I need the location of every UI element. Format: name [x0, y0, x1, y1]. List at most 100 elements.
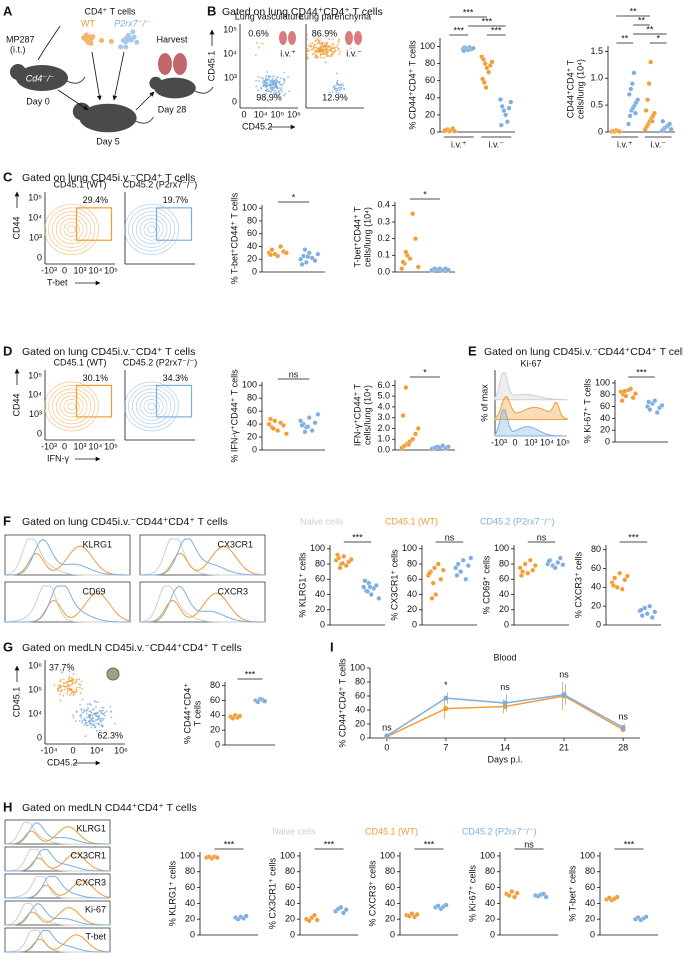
data-point — [399, 266, 405, 272]
cell-event — [314, 49, 317, 52]
data-point — [275, 253, 281, 259]
y-tick-label: 4.0 — [377, 401, 390, 411]
data-point — [465, 563, 471, 569]
x-tick-label: 0 — [241, 109, 246, 119]
cells-label: CD4⁺ T cells — [85, 6, 136, 16]
data-point — [348, 557, 354, 562]
significance: *** — [224, 839, 235, 849]
cell-event — [72, 716, 75, 719]
marker-label: KLRG1 — [76, 823, 106, 833]
cell-event — [338, 86, 340, 89]
y-tick-label: 40 — [210, 710, 220, 720]
cell-event — [100, 725, 103, 727]
inoculum-label: MP287 — [6, 34, 35, 44]
cell-event — [319, 43, 322, 46]
wt-label: WT — [81, 18, 95, 28]
y-tick-label: 60 — [285, 882, 295, 892]
data-point — [532, 563, 538, 569]
data-point — [504, 119, 510, 125]
cell-event — [319, 51, 321, 54]
cell-event — [274, 90, 277, 92]
data-point — [283, 250, 289, 256]
cell-event — [315, 47, 318, 49]
histogram-curve — [140, 592, 265, 623]
plot-title: CD45.2 (P2rx7⁻/⁻) — [123, 357, 198, 367]
data-point — [442, 127, 448, 133]
cell-event — [287, 76, 289, 78]
contour — [67, 225, 76, 234]
y-tick-label: 20 — [315, 604, 325, 614]
data-point — [461, 48, 467, 54]
cell-event — [59, 690, 62, 693]
cell-event — [110, 716, 113, 719]
cell-event — [66, 692, 68, 695]
cell-event — [95, 701, 97, 703]
cell-event — [272, 88, 274, 91]
cell-event — [266, 71, 269, 73]
cell-event — [335, 89, 337, 92]
y-axis-label: T cells — [192, 700, 202, 726]
cell-event — [338, 38, 341, 41]
data-point — [530, 567, 536, 573]
cell-event — [90, 711, 93, 714]
cell-event — [317, 47, 320, 50]
cell-event — [257, 79, 260, 82]
cell-event — [268, 80, 271, 82]
histogram-curve — [4, 585, 130, 623]
x-tick-label: -10⁴ — [41, 745, 58, 755]
panel-label: C — [3, 169, 13, 184]
significance: ns — [524, 839, 534, 849]
gate-percent: 34.3% — [163, 373, 189, 383]
y-tick-label: 0 — [37, 732, 42, 742]
data-point — [429, 595, 435, 601]
y-tick-label: 10⁶ — [28, 660, 42, 670]
cell-event — [316, 38, 319, 41]
cell-event — [279, 80, 281, 83]
y-tick-label: 40 — [247, 418, 257, 428]
significance: *** — [424, 839, 435, 849]
y-tick-label: 0.1 — [377, 250, 390, 260]
cell-event — [309, 48, 312, 51]
y-axis-label: % T-bet⁺CD44⁺ T cells — [229, 192, 239, 284]
data-point — [622, 577, 628, 583]
histogram-frame — [4, 927, 111, 953]
cell-event — [337, 92, 340, 94]
y-axis-label: % CXCR3⁺ cells — [367, 860, 377, 927]
cell-event — [101, 707, 103, 709]
group-label: i.v.⁺ — [451, 139, 467, 149]
y-tick-label: 10⁵ — [28, 684, 42, 694]
contour — [132, 388, 172, 425]
data-point — [502, 700, 508, 706]
significance: *** — [324, 839, 335, 849]
gate-percent: 19.7% — [163, 195, 189, 205]
y-tick-label: 20 — [485, 914, 495, 924]
histogram-curve — [494, 396, 568, 420]
y-tick-label: 100 — [494, 543, 509, 553]
y-axis-label: CD44 — [11, 216, 21, 239]
y-axis-label: IFN-γ⁺CD44⁺ T — [352, 383, 362, 446]
marker-label: CX3CR1 — [70, 850, 106, 860]
significance: ns — [289, 369, 299, 379]
y-tick-label: 0.4 — [377, 200, 390, 210]
cell-event — [260, 77, 263, 79]
data-point — [626, 91, 632, 97]
cell-event — [267, 90, 269, 93]
cell-event — [68, 694, 71, 697]
cell-event — [337, 40, 340, 43]
y-tick-label: 10³ — [29, 232, 42, 242]
cell-event — [256, 98, 259, 101]
data-point — [652, 609, 658, 615]
histogram-curve — [140, 585, 265, 623]
data-point — [415, 264, 421, 270]
data-point — [612, 575, 618, 581]
marker-label: Ki-67 — [85, 904, 106, 914]
cell-event — [283, 94, 285, 97]
data-point — [368, 592, 374, 597]
cell-event — [64, 688, 66, 691]
y-tick-label: 80 — [407, 558, 417, 568]
x-tick-label: 10⁴ — [89, 265, 103, 275]
cell-event — [337, 47, 340, 50]
data-point — [309, 428, 315, 434]
cell-event — [262, 77, 265, 80]
data-point — [312, 912, 317, 918]
